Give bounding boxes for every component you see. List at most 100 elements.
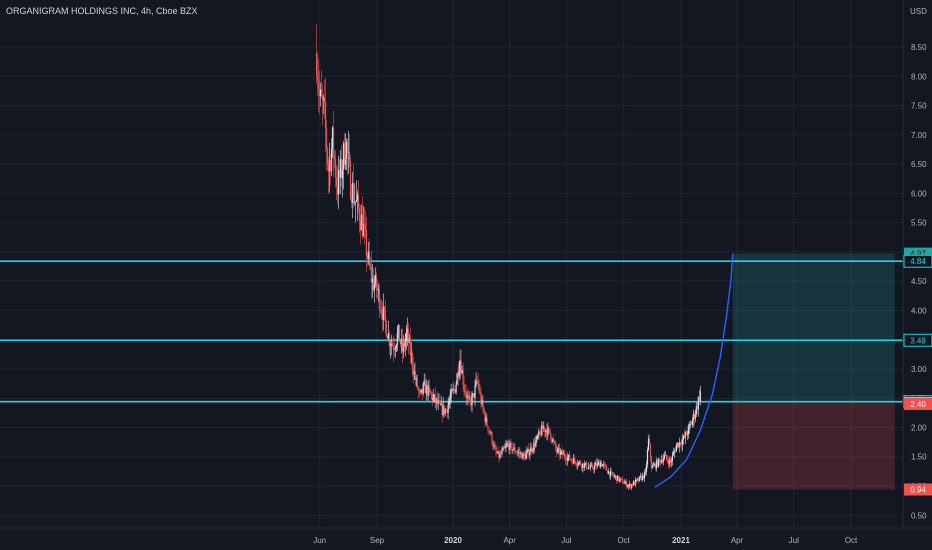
y-tick-label: 1.50 [911, 453, 927, 462]
candle-body [394, 348, 396, 351]
candle-body [382, 306, 384, 320]
candle-body [350, 198, 353, 203]
candle-body [505, 445, 507, 448]
x-tick-label: Apr [731, 536, 744, 545]
candle-body [317, 80, 320, 90]
candle-body [509, 442, 511, 451]
y-tick-label: 4.50 [911, 277, 927, 286]
candle-body [435, 398, 437, 403]
y-tick-label: 7.00 [911, 131, 927, 140]
candle-body [699, 391, 701, 402]
candle-body [557, 448, 559, 452]
candle-body [499, 453, 501, 459]
candle-body [653, 464, 656, 466]
candle-body [410, 353, 412, 355]
candle-body [387, 333, 389, 339]
time-axis[interactable]: Jun Sep 2020 Apr Jul Oct 2021 Apr Jul Oct [313, 536, 858, 545]
candle-body [402, 343, 404, 352]
candle-body [491, 432, 493, 444]
y-tick-label: 7.50 [911, 102, 927, 111]
price-tag [904, 483, 932, 496]
candle-body [554, 441, 556, 444]
y-tick-label: 2.00 [911, 423, 927, 432]
candle-body [586, 462, 588, 469]
candle-body [584, 464, 586, 468]
candle-body [616, 475, 619, 481]
symbol-title[interactable]: ORGANIGRAM HOLDINGS INC, 4h, Cboe BZX [6, 6, 198, 16]
candle-body [519, 452, 521, 455]
candle-body [481, 400, 483, 404]
candle-body [672, 452, 674, 456]
candle-body [479, 391, 481, 393]
candle-body [502, 447, 504, 451]
candle-body [431, 394, 433, 401]
candle-body [407, 328, 409, 343]
candle-body [343, 143, 346, 165]
candle-body [630, 484, 633, 488]
candle-body [384, 309, 386, 322]
candle-body [506, 444, 508, 446]
candle-body [450, 390, 452, 398]
candle-body [588, 467, 590, 469]
candle-body [362, 223, 365, 237]
price-axis[interactable]: 0.501.001.502.002.503.003.504.004.505.00… [911, 43, 927, 520]
candle-body [430, 393, 432, 395]
candle-body [374, 275, 376, 285]
candle-body [643, 472, 646, 479]
candle-body [395, 344, 397, 349]
candle-body [561, 450, 563, 452]
candle-body [348, 152, 351, 162]
candle-body [417, 388, 419, 390]
candle-body [349, 161, 352, 199]
x-tick-label: 2021 [672, 536, 690, 545]
candle-body [422, 383, 424, 394]
x-tick-label: Oct [845, 536, 858, 545]
candle-body [624, 481, 627, 483]
horizontal-levels[interactable] [0, 260, 903, 403]
candle-body [527, 448, 529, 452]
candle-body [342, 143, 345, 170]
candle-body [625, 481, 628, 487]
candle-body [453, 388, 455, 390]
candle-body [642, 475, 645, 479]
price-tag-label: 4.84 [910, 257, 926, 266]
candle-body [455, 384, 457, 393]
candle-body [671, 455, 674, 462]
candle-body [695, 406, 697, 415]
candle-body [649, 444, 652, 458]
candle-body [614, 476, 617, 477]
candle-body [637, 478, 640, 482]
candle-body [518, 452, 520, 453]
candle-body [337, 170, 340, 195]
candle-body [676, 442, 678, 446]
candle-body [347, 152, 350, 153]
candle-body [400, 338, 402, 344]
x-tick-label: Jul [561, 536, 571, 545]
candle-body [411, 353, 413, 368]
candle-body [338, 170, 341, 178]
price-tag-label: 0.94 [910, 486, 926, 495]
candle-body [632, 481, 635, 486]
candle-body [436, 398, 438, 404]
candle-body [533, 442, 535, 451]
candle-body [454, 389, 456, 393]
candle-body [442, 405, 444, 416]
candle-body [405, 333, 407, 341]
candle-body [550, 433, 552, 440]
stop-zone [732, 401, 895, 490]
candle-body [620, 478, 623, 480]
candle-body [530, 447, 532, 453]
candle-body [484, 412, 486, 422]
candle-body [522, 452, 524, 459]
candle-body [542, 425, 544, 429]
parabolic-curve[interactable] [654, 253, 734, 488]
candle-body [421, 389, 423, 394]
candle-body [426, 384, 428, 396]
candle-body [534, 442, 536, 447]
candle-body [415, 377, 417, 380]
price-tag-label: 2.40 [910, 400, 926, 409]
candle-body [673, 451, 675, 453]
candle-body [433, 394, 435, 397]
candle-body [360, 214, 363, 231]
